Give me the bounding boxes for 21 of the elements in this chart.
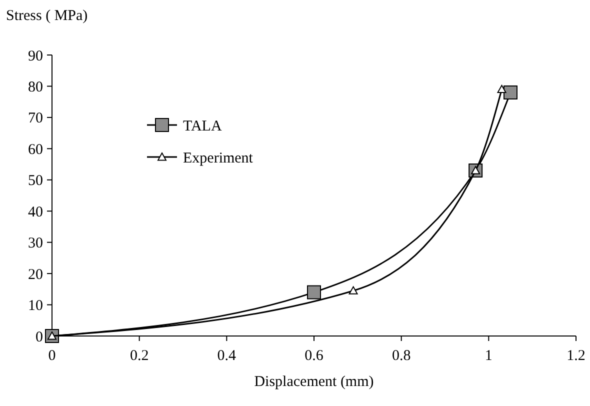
x-tick-label: 0.8 — [392, 348, 411, 364]
x-tick-label: 0.6 — [304, 348, 324, 364]
x-tick-label: 0 — [48, 348, 56, 364]
legend-label: TALA — [183, 118, 222, 134]
y-tick-label: 10 — [28, 298, 43, 314]
legend-label: Experiment — [183, 150, 254, 166]
y-tick-label: 20 — [28, 266, 43, 283]
x-tick-label: 0.2 — [130, 348, 149, 364]
x-axis-title: Displacement (mm) — [254, 374, 374, 390]
y-axis-title: Stress ( MPa) — [6, 8, 88, 24]
y-tick-label: 70 — [28, 110, 43, 127]
x-tick-label: 1.2 — [566, 348, 586, 364]
x-tick-label: 0.4 — [217, 348, 237, 364]
x-tick-label: 1 — [484, 348, 492, 364]
y-tick-label: 60 — [28, 142, 43, 158]
y-tick-label: 90 — [28, 48, 43, 64]
y-tick-label: 50 — [28, 173, 43, 190]
y-tick-label: 40 — [28, 204, 43, 220]
y-tick-label: 0 — [36, 329, 43, 346]
y-tick-label: 80 — [28, 79, 43, 96]
y-tick-label: 30 — [28, 236, 43, 252]
